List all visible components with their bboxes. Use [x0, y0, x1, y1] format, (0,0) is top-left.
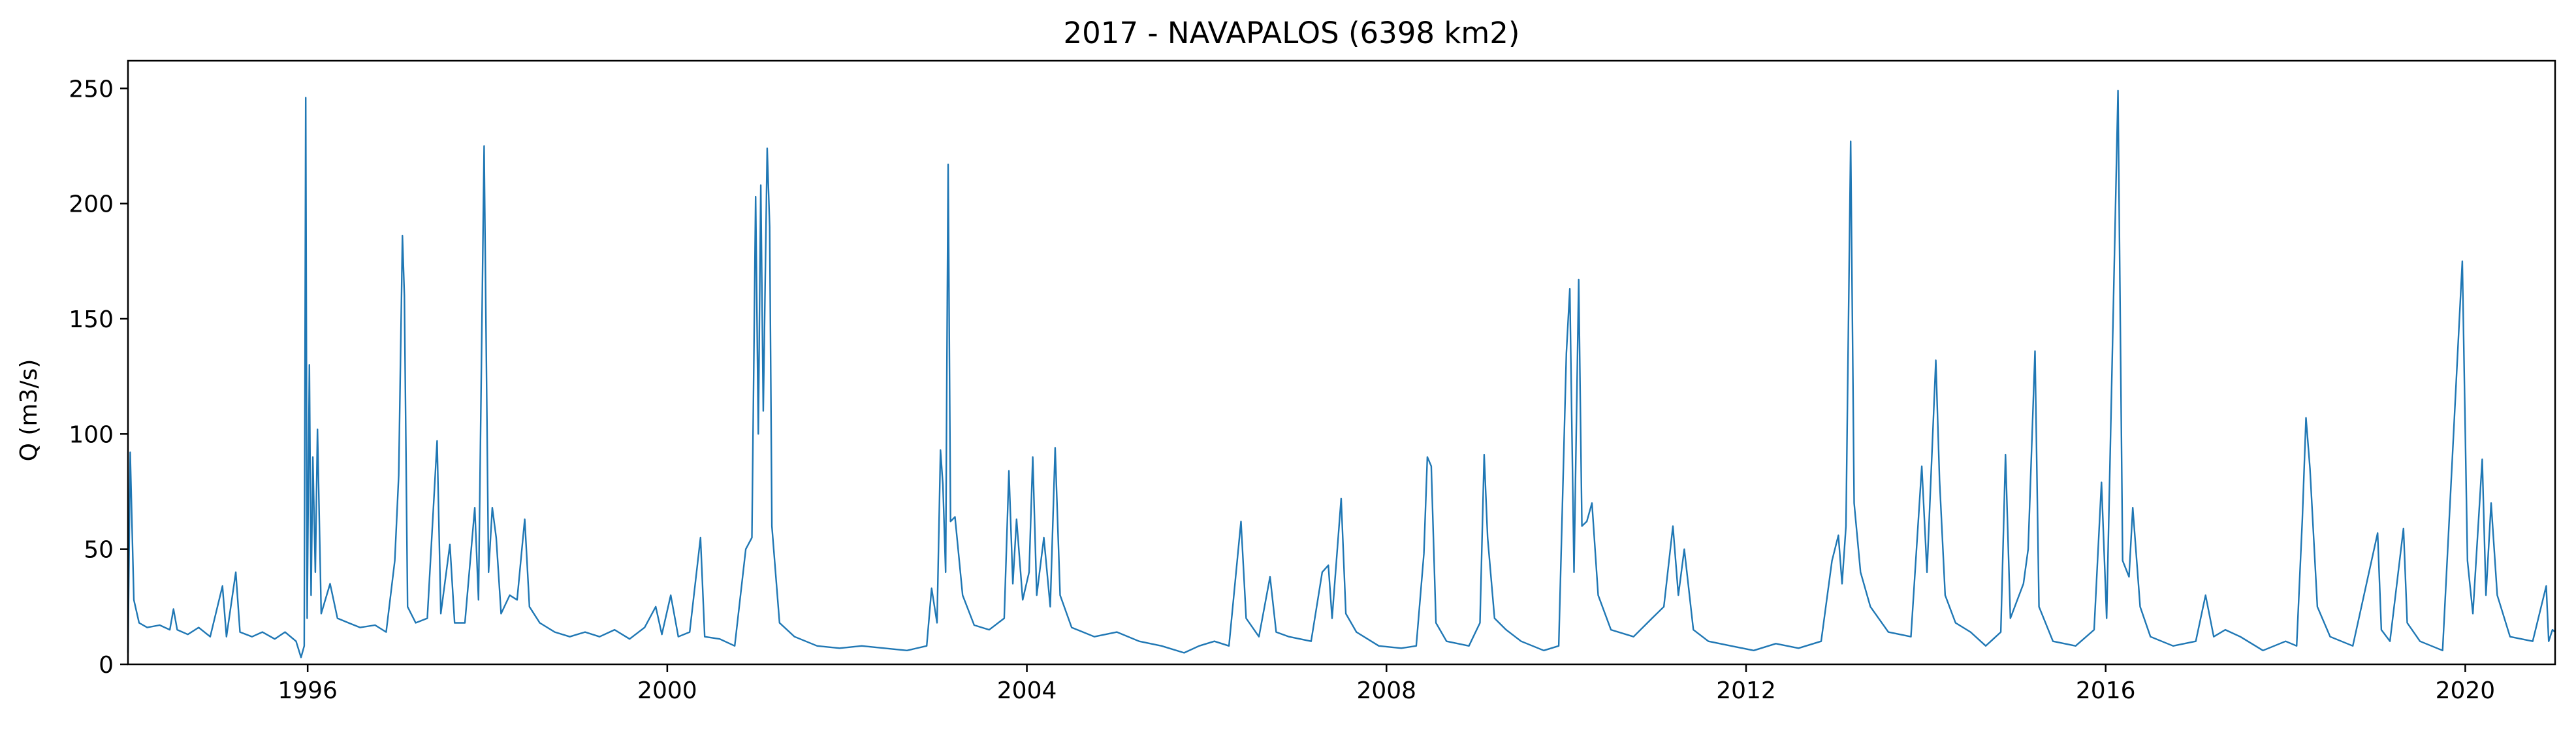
y-axis-ticks: 0 50 100 150 200 250 [69, 76, 128, 679]
y-tick-label: 50 [84, 537, 114, 564]
y-axis-label: Q (m3/s) [16, 359, 42, 462]
y-tick-label: 0 [99, 652, 114, 679]
y-tick-label: 250 [69, 76, 114, 103]
x-tick-label: 1996 [278, 677, 338, 704]
y-tick-label: 100 [69, 421, 114, 448]
x-tick-label: 2020 [2436, 677, 2496, 704]
x-tick-label: 2004 [997, 677, 1057, 704]
x-tick-label: 2000 [637, 677, 697, 704]
chart-title: 2017 - NAVAPALOS (6398 km2) [1064, 16, 1520, 50]
plot-area-frame [127, 59, 2556, 666]
y-tick-label: 150 [69, 306, 114, 333]
x-tick-label: 2012 [1716, 677, 1776, 704]
x-axis-ticks: 1996 2000 2004 2008 2012 2016 2020 [278, 664, 2495, 704]
discharge-series-line [127, 89, 2556, 658]
x-tick-label: 2008 [1356, 677, 1416, 704]
y-tick-label: 200 [69, 191, 114, 218]
x-tick-label: 2016 [2076, 677, 2136, 704]
